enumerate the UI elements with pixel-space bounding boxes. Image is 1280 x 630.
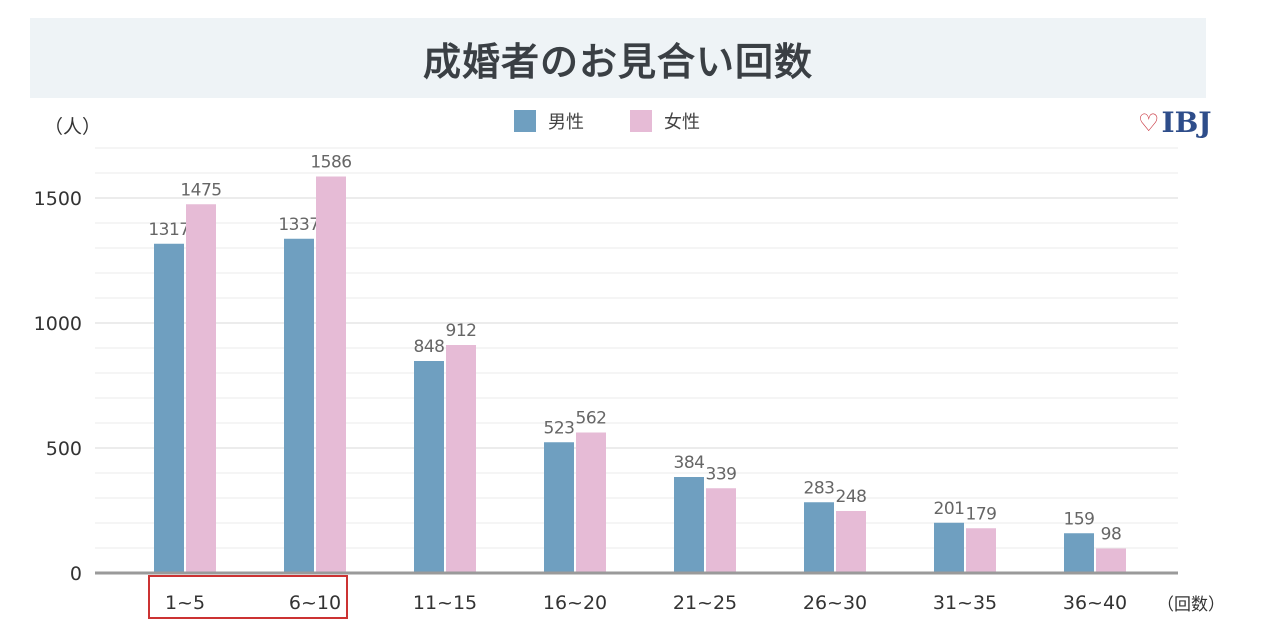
bar-female — [966, 528, 996, 573]
bar-male — [154, 243, 184, 573]
data-label: 1317 — [148, 220, 189, 240]
data-label: 562 — [576, 409, 607, 429]
title-bar: 成婚者のお見合い回数 — [30, 18, 1206, 98]
bar-female — [836, 511, 866, 573]
x-tick-label: 21~25 — [673, 592, 737, 614]
logo-text: IBJ — [1161, 106, 1212, 139]
bar-female — [446, 345, 476, 573]
ibj-logo: ♡ IBJ — [1138, 106, 1212, 139]
bar-male — [674, 477, 704, 573]
bar-female — [1096, 548, 1126, 573]
heart-icon: ♡ — [1138, 108, 1160, 137]
highlight-box — [148, 575, 348, 619]
bar-male — [414, 361, 444, 573]
bar-male — [284, 238, 314, 573]
data-label: 384 — [674, 453, 705, 473]
x-axis-unit: （回数） — [1157, 595, 1225, 615]
data-label: 159 — [1064, 509, 1095, 529]
data-label: 1475 — [180, 180, 221, 200]
data-label: 283 — [804, 478, 835, 498]
legend-item-male: 男性 — [514, 108, 584, 134]
data-label: 201 — [934, 499, 965, 519]
y-tick-label: 0 — [70, 563, 82, 585]
y-tick-label: 1000 — [34, 313, 82, 335]
y-tick-label: 1500 — [34, 188, 82, 210]
legend-swatch-female — [630, 110, 652, 132]
data-label: 523 — [544, 418, 575, 438]
x-tick-label: 11~15 — [413, 592, 477, 614]
data-label: 848 — [414, 337, 445, 357]
data-label: 912 — [446, 321, 477, 341]
bar-female — [186, 204, 216, 573]
bar-female — [316, 176, 346, 573]
x-tick-label: 16~20 — [543, 592, 607, 614]
x-tick-label: 6~10 — [289, 592, 341, 614]
y-axis-unit: （人） — [44, 116, 102, 138]
data-label: 1586 — [310, 153, 351, 173]
data-label: 179 — [966, 504, 997, 524]
bar-female — [706, 488, 736, 573]
y-tick-label: 500 — [46, 438, 82, 460]
bar-male — [934, 522, 964, 573]
x-tick-label: 31~35 — [933, 592, 997, 614]
bar-male — [544, 442, 574, 573]
data-label: 1337 — [278, 215, 319, 235]
legend-item-female: 女性 — [630, 108, 700, 134]
x-tick-label: 36~40 — [1063, 592, 1127, 614]
data-label: 248 — [836, 487, 867, 507]
legend-label-female: 女性 — [664, 112, 700, 133]
bar-male — [804, 502, 834, 573]
data-label: 339 — [706, 464, 737, 484]
legend-swatch-male — [514, 110, 536, 132]
data-label: 98 — [1101, 525, 1122, 545]
bar-male — [1064, 533, 1094, 573]
x-tick-label: 1~5 — [165, 592, 205, 614]
legend-label-male: 男性 — [548, 112, 584, 133]
x-tick-label: 26~30 — [803, 592, 867, 614]
legend: 男性 女性 — [514, 108, 736, 134]
chart-title: 成婚者のお見合い回数 — [422, 39, 813, 84]
bar-female — [576, 432, 606, 573]
